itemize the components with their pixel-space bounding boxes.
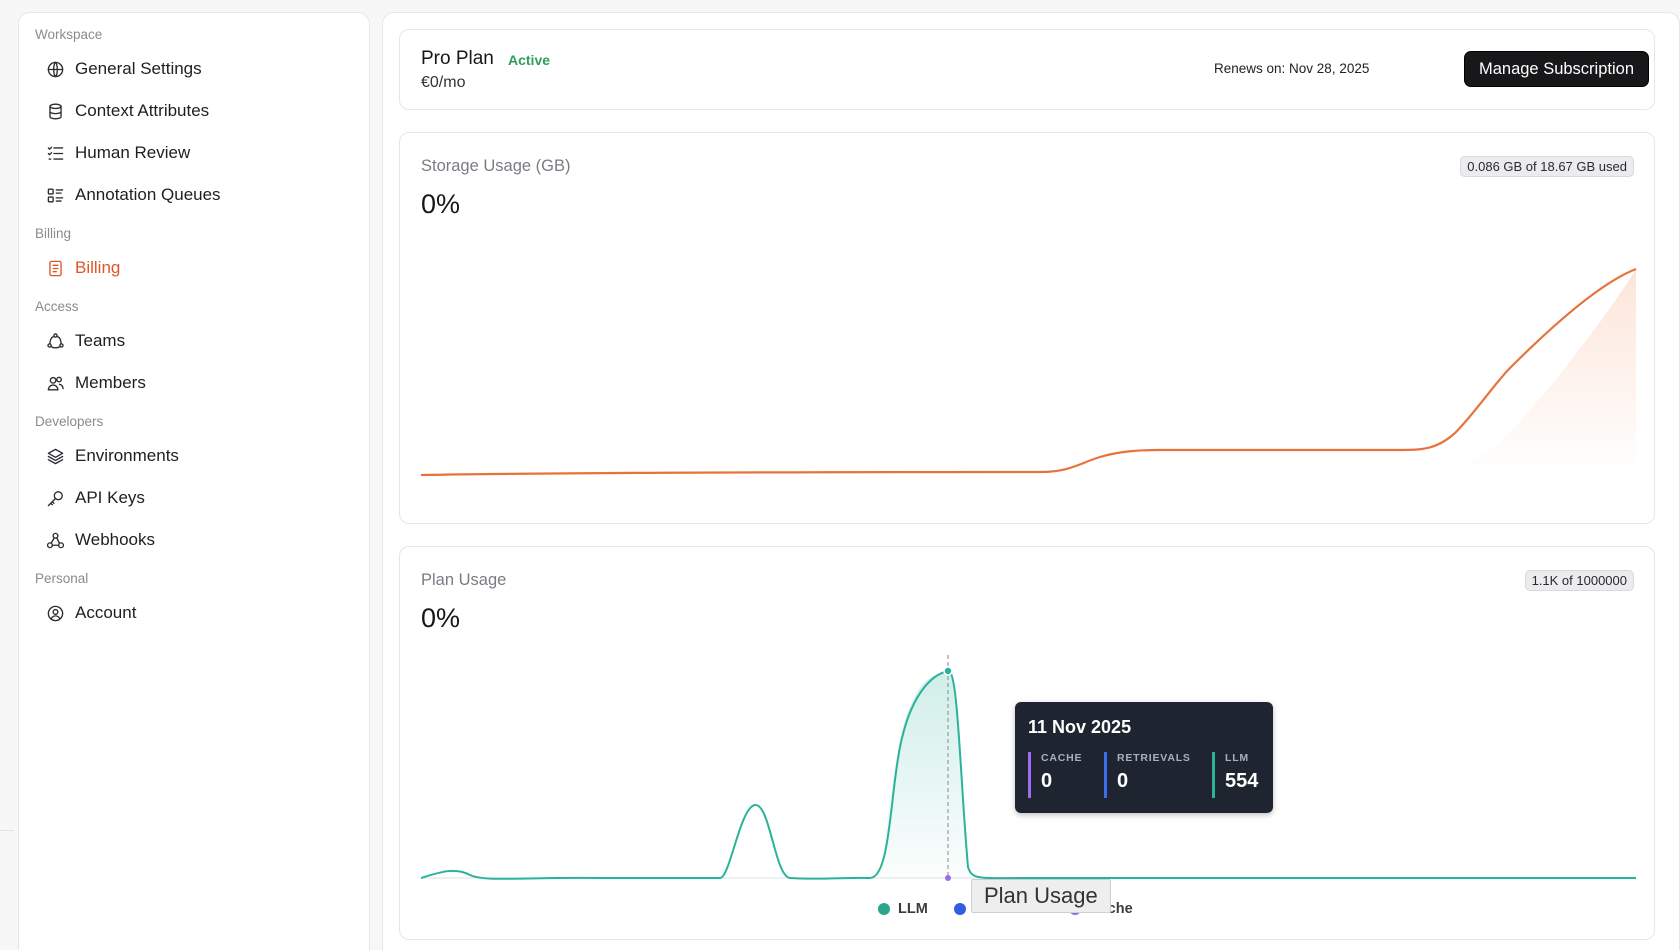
storage-line: [420, 267, 1637, 477]
legend-dot: [953, 903, 966, 915]
tooltip-llm: LLM 554: [1212, 752, 1258, 798]
sidebar-item-label: Environments: [75, 446, 179, 465]
tooltip-label: RETRIEVALS: [1117, 752, 1191, 764]
tooltip-value: 0: [1117, 770, 1129, 792]
tooltip-retrievals: RETRIEVALS 0: [1104, 752, 1191, 798]
sidebar-item-billing[interactable]: Billing: [35, 247, 353, 289]
manage-subscription-button[interactable]: Manage Subscription: [1464, 51, 1649, 87]
usage-percent: 0%: [421, 189, 461, 219]
database-icon: [44, 100, 66, 122]
storage-area: [1468, 269, 1636, 478]
storage-chart[interactable]: [400, 133, 1656, 525]
tooltip-value: 0: [1041, 770, 1053, 792]
legend-label: LLM: [898, 901, 928, 917]
webhook-icon: [44, 529, 66, 551]
card-title: Storage Usage (GB): [421, 157, 571, 175]
users-icon: [44, 372, 66, 394]
sidebar: Workspace General Settings Context Attri…: [18, 12, 370, 950]
sidebar-item-general-settings[interactable]: General Settings: [35, 48, 353, 90]
sidebar-section-workspace: Workspace: [35, 27, 103, 42]
teams-icon: [44, 330, 66, 352]
legend-hover-label: Plan Usage: [971, 879, 1111, 913]
legend-item-llm[interactable]: LLM: [878, 901, 928, 917]
sidebar-section-developers: Developers: [35, 414, 104, 429]
tooltip-date: 11 Nov 2025: [1028, 717, 1132, 737]
sidebar-section-personal: Personal: [35, 571, 89, 586]
llm-area: [880, 671, 972, 878]
chart-tooltip: 11 Nov 2025 CACHE 0 RETRIEVALS 0 LLM 554: [1015, 702, 1273, 813]
sidebar-item-label: Account: [75, 603, 137, 622]
sidebar-item-label: Human Review: [75, 143, 191, 162]
queue-list-icon: [44, 184, 66, 206]
plan-card: Pro Plan Active €0/mo Renews on: Nov 28,…: [399, 29, 1655, 110]
plan-price: €0/mo: [421, 74, 466, 91]
sidebar-item-teams[interactable]: Teams: [35, 320, 353, 362]
tooltip-value: 554: [1225, 770, 1259, 792]
plan-name: Pro Plan: [421, 48, 494, 69]
sidebar-item-label: Webhooks: [75, 530, 156, 549]
sidebar-item-environments[interactable]: Environments: [35, 435, 353, 477]
status-badge: Active: [508, 52, 551, 68]
tooltip-cache: CACHE 0: [1028, 752, 1082, 798]
sidebar-item-human-review[interactable]: Human Review: [35, 132, 353, 174]
plan-usage-card: Plan Usage 0% 1.1K of 1000000 11 Nov 2: [399, 546, 1655, 940]
main-content: Pro Plan Active €0/mo Renews on: Nov 28,…: [382, 12, 1680, 950]
checklist-icon: [44, 142, 66, 164]
sidebar-item-label: Billing: [75, 258, 121, 277]
sidebar-section-access: Access: [35, 299, 79, 314]
card-title: Plan Usage: [421, 571, 507, 589]
usage-percent: 0%: [421, 603, 461, 633]
sidebar-item-webhooks[interactable]: Webhooks: [35, 519, 353, 561]
sidebar-item-annotation-queues[interactable]: Annotation Queues: [35, 174, 353, 216]
layers-icon: [44, 445, 66, 467]
usage-pill: 0.086 GB of 18.67 GB used: [1460, 156, 1634, 177]
sidebar-item-context-attributes[interactable]: Context Attributes: [35, 90, 353, 132]
tooltip-label: CACHE: [1041, 752, 1083, 764]
sidebar-item-label: Members: [75, 373, 146, 392]
plan-usage-chart[interactable]: [400, 547, 1656, 941]
sidebar-section-billing: Billing: [35, 226, 72, 241]
sidebar-item-label: Teams: [75, 331, 126, 350]
account-circle-icon: [44, 602, 66, 624]
tooltip-label: LLM: [1225, 752, 1249, 764]
sidebar-item-account[interactable]: Account: [35, 592, 353, 634]
sidebar-item-label: Annotation Queues: [75, 185, 221, 204]
divider: [0, 830, 14, 831]
globe-icon: [44, 58, 66, 80]
storage-usage-card: Storage Usage (GB) 0% 0.086 GB of 18.67 …: [399, 132, 1655, 524]
sidebar-item-label: General Settings: [75, 59, 202, 78]
hover-point: [943, 666, 953, 676]
legend-dot: [878, 903, 890, 915]
sidebar-item-label: Context Attributes: [75, 101, 210, 120]
llm-line: [420, 669, 1636, 880]
sidebar-item-api-keys[interactable]: API Keys: [35, 477, 353, 519]
key-icon: [44, 487, 66, 509]
sidebar-item-label: API Keys: [75, 488, 145, 507]
sidebar-item-members[interactable]: Members: [35, 362, 353, 404]
receipt-icon: [44, 257, 66, 279]
hover-baseline-point: [945, 875, 951, 881]
renewal-date: Renews on: Nov 28, 2025: [1214, 61, 1370, 76]
usage-pill: 1.1K of 1000000: [1524, 570, 1634, 591]
